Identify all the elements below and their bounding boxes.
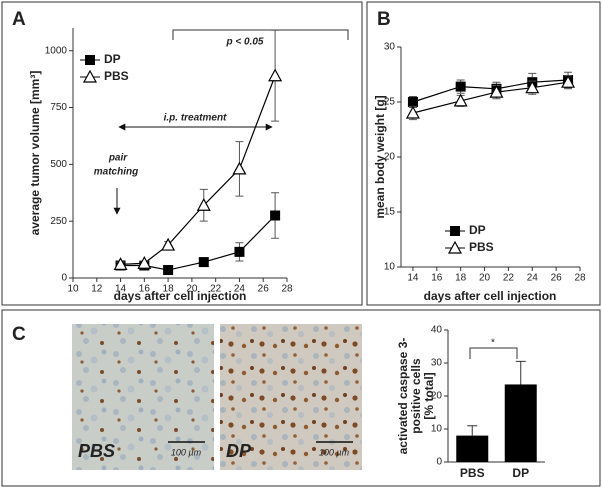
marker [489,84,504,98]
panel-letter: B [377,9,391,30]
x-tick-label: 22 [503,273,515,284]
y-tick-label: 0 [61,273,67,284]
marker [161,237,176,251]
legend-label: DP [469,223,486,237]
micrograph [220,324,362,470]
y-tick-label: 250 [50,216,67,227]
x-tick-label: 14 [407,273,419,284]
bar [456,435,489,462]
x-tick-label: 20 [186,284,198,295]
y-axis-label: activated caspase 3- [396,338,410,455]
x-tick-label: PBS [460,466,485,480]
marker [163,265,174,276]
micrograph [72,324,214,470]
y-tick-label: 1000 [45,45,68,56]
x-tick-label: 16 [139,284,151,295]
marker [196,198,211,211]
y-tick-label: 500 [50,159,67,170]
legend-label: PBS [469,240,494,254]
x-tick-label: DP [512,466,529,480]
x-tick-label: 24 [234,284,246,295]
annotation: p < 0.05 [226,37,264,48]
x-axis-label: days after cell injection [114,289,247,303]
x-tick-label: 26 [551,273,563,284]
y-tick-label: 15 [384,207,396,218]
significance-bracket [469,347,518,359]
significance-bracket [172,29,349,40]
marker [525,80,540,94]
marker [198,257,209,268]
legend-marker [85,55,95,65]
error-bar [515,360,526,385]
x-tick-label: 18 [163,284,175,295]
y-tick-label: 0 [436,457,442,468]
panel-letter: C [12,324,26,345]
panel-letter: A [12,9,26,30]
scale-label: 100 µm [319,447,350,457]
legend-marker [82,69,98,83]
y-tick-label: 10 [384,262,396,273]
marker [113,257,128,270]
panel-frame [1,309,601,487]
x-tick-label: 18 [455,273,467,284]
marker [232,161,247,175]
series-line [412,79,569,103]
legend-marker [450,226,460,236]
x-tick-label: 24 [527,273,539,284]
marker [453,93,468,107]
y-axis-label: [% total] [422,372,436,419]
legend-label: DP [104,52,121,66]
annotation: matching [94,167,138,178]
y-tick-label: 10 [431,424,443,435]
annotation: pair [108,153,128,164]
marker [268,68,283,82]
y-tick-label: 25 [384,97,396,108]
marker [405,105,420,119]
image-label: PBS [78,441,115,461]
y-tick-label: 30 [384,42,396,53]
legend-marker [447,240,463,254]
y-tick-label: 20 [431,391,443,402]
scale-label: 100 µm [171,447,202,457]
marker [455,81,466,92]
error-bar [467,425,478,436]
marker [234,246,245,257]
y-tick-label: 750 [50,102,67,113]
x-tick-label: 20 [479,273,491,284]
marker [407,97,418,107]
y-axis-label: positive cells [409,358,423,434]
x-tick-label: 28 [281,284,293,295]
image-label: DP [226,441,252,461]
annotation: i.p. treatment [164,113,227,124]
x-tick-label: 10 [67,284,79,295]
annotation: * [491,338,495,349]
x-tick-label: 12 [91,284,103,295]
marker [137,255,152,269]
y-axis-label: average tumor volume [mm³] [28,71,42,236]
x-axis-label: days after cell injection [424,289,557,303]
y-axis-label: mean body weight [g] [373,95,387,218]
y-tick-label: 40 [431,325,443,336]
bar [504,384,537,462]
marker [270,210,281,221]
panel-frame [366,1,601,306]
x-tick-label: 26 [258,284,270,295]
legend-label: PBS [104,69,129,83]
x-tick-label: 22 [210,284,222,295]
y-tick-label: 20 [384,152,396,163]
y-tick-label: 30 [431,358,443,369]
x-tick-label: 14 [115,284,127,295]
panel-frame [1,1,363,306]
x-tick-label: 16 [431,273,443,284]
marker [561,74,576,88]
x-tick-label: 28 [574,273,586,284]
series-line [120,75,276,265]
